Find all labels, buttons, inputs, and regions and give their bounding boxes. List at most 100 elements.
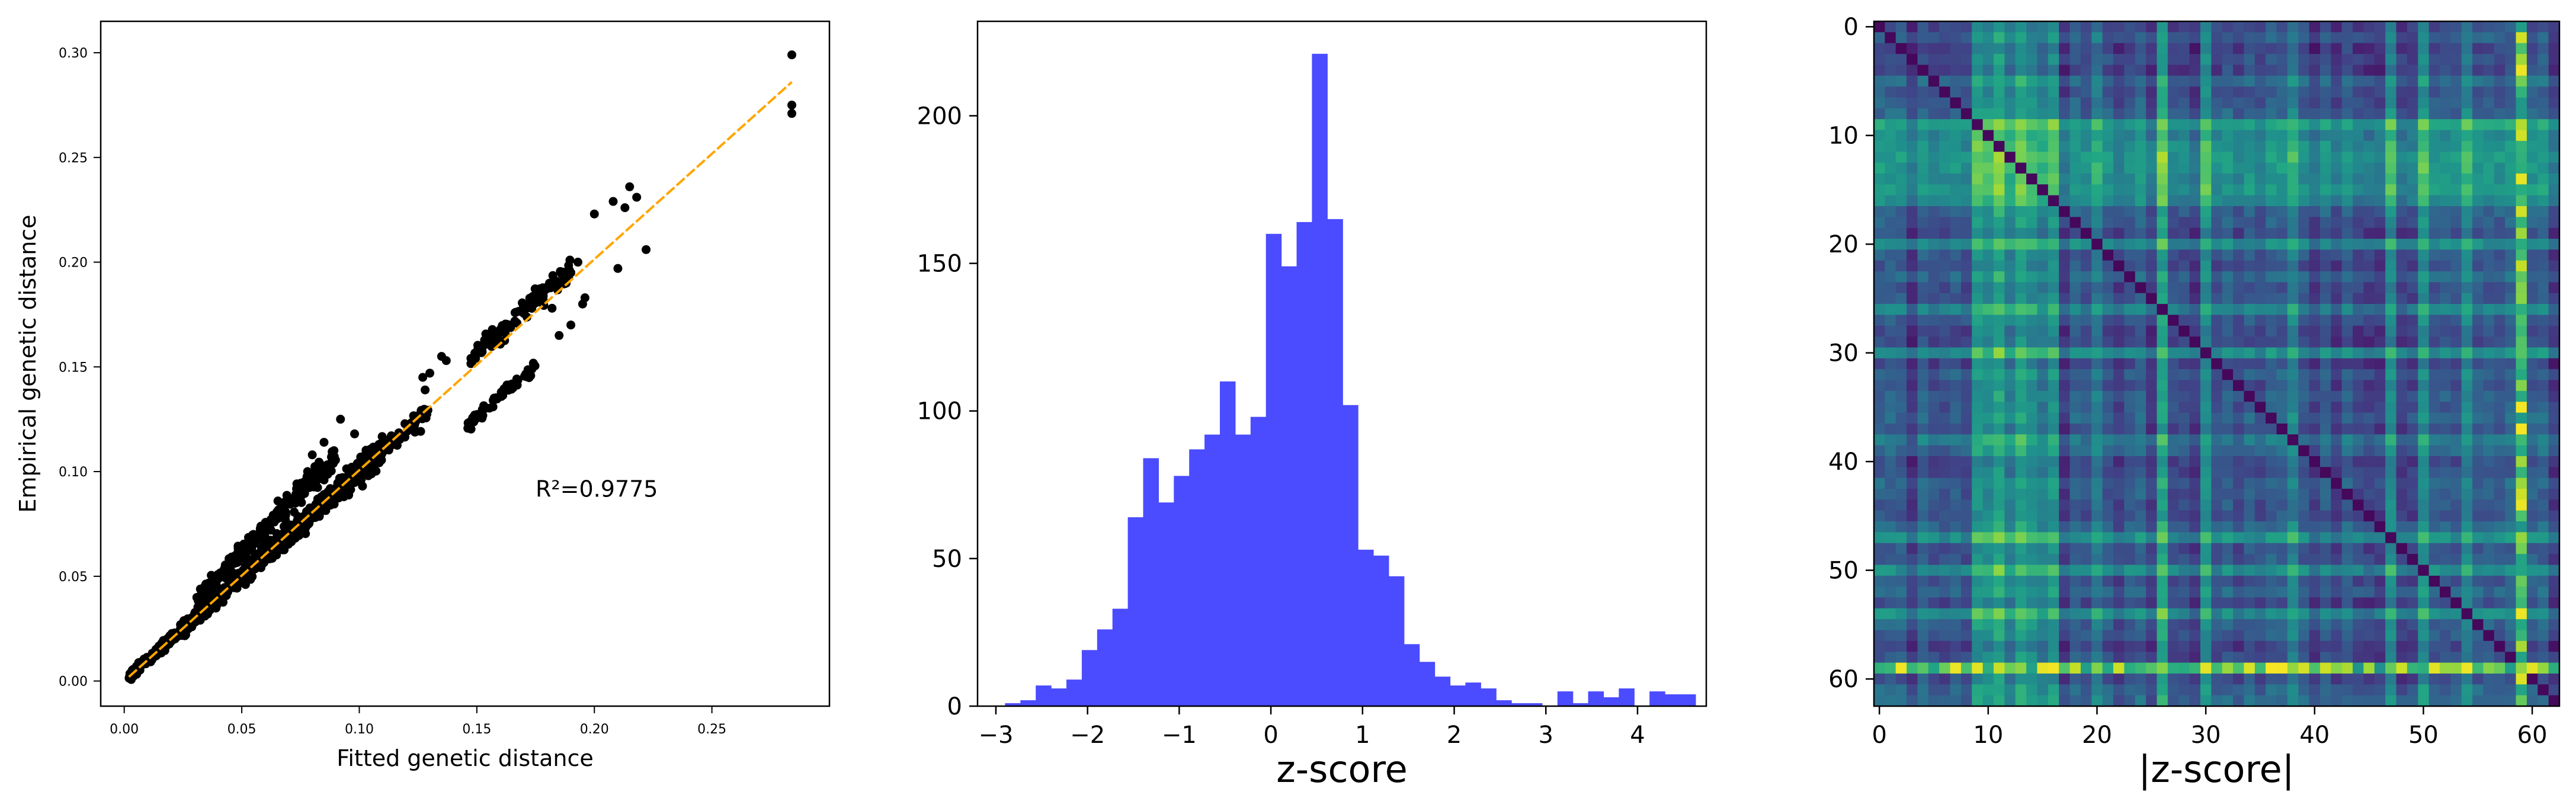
heatmap-cell (2483, 554, 2495, 566)
heatmap-cell (2233, 315, 2245, 326)
heatmap-cell (2276, 358, 2288, 370)
heatmap-cell (1917, 336, 1929, 348)
heatmap-cell (2407, 86, 2418, 98)
heatmap-cell (2059, 412, 2071, 424)
heatmap-cell (2167, 260, 2179, 272)
heatmap-cell (2211, 467, 2223, 479)
heatmap-cell (2048, 402, 2059, 413)
heatmap-cell (2483, 489, 2495, 500)
heatmap-cell (2178, 369, 2190, 381)
heatmap-cell (1982, 325, 1994, 337)
heatmap-cell (2472, 86, 2484, 98)
scatter-point (303, 467, 312, 476)
heatmap-cell (2276, 21, 2288, 33)
heatmap-cell (2363, 173, 2375, 185)
heatmap-cell (2015, 521, 2027, 533)
heatmap-cell (2537, 315, 2549, 326)
heatmap-cell (2374, 152, 2386, 164)
heatmap-cell (2319, 184, 2331, 196)
heatmap-cell (1972, 521, 1984, 533)
heatmap-cell (2146, 173, 2158, 185)
heatmap-cell (2189, 97, 2201, 109)
heatmap-cell (2276, 477, 2288, 489)
heatmap-cell (1972, 140, 1984, 152)
heatmap-cell (2331, 315, 2343, 326)
heatmap-cell (2189, 477, 2201, 489)
heatmap-cell (1972, 130, 1984, 142)
heatmap-cell (1950, 325, 1962, 337)
heatmap-cell (2494, 423, 2505, 435)
heatmap-cell (1994, 293, 2005, 304)
heatmap-cell (1928, 412, 1940, 424)
heatmap-cell (1939, 108, 1951, 120)
heatmap-cell (2341, 173, 2353, 185)
heatmap-cell (2211, 347, 2223, 359)
heatmap-cell (2069, 227, 2081, 239)
heatmap-cell (2494, 43, 2505, 55)
scatter-x-tick-label: 0.00 (110, 722, 139, 737)
heatmap-cell (1960, 21, 1972, 33)
heatmap-cell (2526, 140, 2538, 152)
heatmap-cell (2450, 97, 2462, 109)
heatmap-cell (2254, 336, 2266, 348)
heatmap-cell (2048, 249, 2059, 261)
heatmap-cell (2189, 21, 2201, 33)
heatmap-cell (1917, 575, 1929, 587)
heatmap-cell (1928, 489, 1940, 500)
heatmap-cell (2080, 238, 2092, 250)
heatmap-cell (2200, 184, 2212, 196)
heatmap-cell (2331, 271, 2343, 283)
heatmap-cell (2026, 162, 2038, 174)
heatmap-cell (2254, 423, 2266, 435)
heatmap-cell (1907, 390, 1918, 402)
heatmap-cell (2266, 21, 2277, 33)
heatmap-cell (2015, 86, 2027, 98)
heatmap-cell (2233, 195, 2245, 207)
heatmap-cell (2124, 97, 2136, 109)
heatmap-cell (1928, 597, 1940, 609)
heatmap-cell (2244, 173, 2255, 185)
heatmap-cell (2472, 195, 2484, 207)
heatmap-cell (2178, 65, 2190, 76)
heatmap-cell (2428, 521, 2440, 533)
heatmap-cell (2516, 412, 2527, 424)
heatmap-cell (2157, 521, 2168, 533)
heatmap-cell (2026, 54, 2038, 65)
heatmap-cell (1950, 456, 1962, 467)
heatmap-cell (2537, 304, 2549, 316)
heatmap-cell (2461, 195, 2473, 207)
heatmap-cell (2526, 489, 2538, 500)
heatmap-cell (2091, 238, 2103, 250)
heatmap-cell (2091, 325, 2103, 337)
heatmap-cell (1972, 543, 1984, 554)
heatmap-cell (2037, 390, 2049, 402)
heatmap-cell (1994, 86, 2005, 98)
heatmap-cell (2363, 260, 2375, 272)
heatmap-cell (2080, 282, 2092, 294)
heatmap-cell (2374, 43, 2386, 55)
heatmap-cell (2548, 282, 2560, 294)
heatmap-cell (2037, 238, 2049, 250)
heatmap-cell (1982, 358, 1994, 370)
heatmap-cell (2069, 510, 2081, 522)
heatmap-cell (2048, 380, 2059, 392)
heatmap-cell (2080, 119, 2092, 131)
heatmap-cell (2287, 521, 2299, 533)
heatmap-cell (2233, 325, 2245, 337)
heatmap-cell (1917, 423, 1929, 435)
heatmap-cell (2059, 423, 2071, 435)
heatmap-cell (2428, 130, 2440, 142)
heatmap-cell (2124, 489, 2136, 500)
heatmap-cell (2526, 119, 2538, 131)
heatmap-cell (2418, 162, 2430, 174)
heatmap-cell (2244, 521, 2255, 533)
heatmap-cell (1972, 119, 1984, 131)
heatmap-cell (2222, 358, 2234, 370)
heatmap-cell (2037, 554, 2049, 566)
heatmap-cell (2167, 315, 2179, 326)
heatmap-cell (2048, 575, 2059, 587)
heatmap-cell (2353, 597, 2364, 609)
heatmap-cell (2374, 304, 2386, 316)
heatmap-cell (2113, 304, 2125, 316)
